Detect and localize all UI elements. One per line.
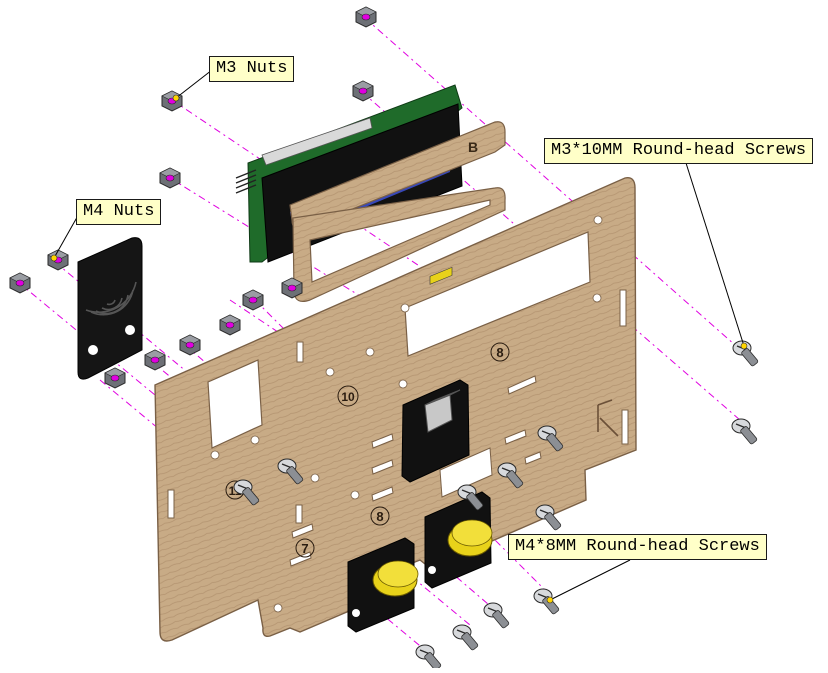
panel-number: 7 [301,541,308,556]
lcd-frame-bottom [292,187,506,302]
m3-nut [161,90,183,112]
m4-nut [281,277,303,299]
m4-nut [242,289,264,311]
m4-nut [47,249,69,271]
button-module-left [347,537,419,633]
m4-nut [144,349,166,371]
main-panel: K 8 10 11 8 7 [154,177,637,642]
m3-nut [352,80,374,102]
callout-leaders [53,69,745,601]
m4-nut [179,334,201,356]
m4-screw [533,588,561,616]
frame-letter: B [468,139,478,155]
panel-number: 8 [376,509,383,524]
m4-screw [415,644,443,672]
callout-label: M4 Nuts [83,202,155,221]
m4-nut [219,314,241,336]
speaker-plate [77,237,143,380]
panel-number: 10 [341,390,355,404]
callout-label: M4*8MM Round-head Screws [515,537,760,556]
m4-screw [483,602,511,630]
button-module-right [424,491,493,589]
m4-screw [452,624,480,652]
m3-nut [355,6,377,28]
callout-m4-screws: M4*8MM Round-head Screws [508,534,767,560]
callout-label: M3 Nuts [216,59,288,78]
joystick-module [401,266,470,483]
callout-label: M3*10MM Round-head Screws [551,141,807,160]
callout-m4-nuts: M4 Nuts [76,199,162,225]
callout-m3-screws: M3*10MM Round-head Screws [544,138,814,164]
callout-m3-nuts: M3 Nuts [209,56,295,82]
m4-nut [9,272,31,294]
m3-screws [731,340,760,446]
m3-screw [731,418,759,446]
panel-number: 8 [496,345,503,360]
m3-nut [159,167,181,189]
m4-nut [104,367,126,389]
